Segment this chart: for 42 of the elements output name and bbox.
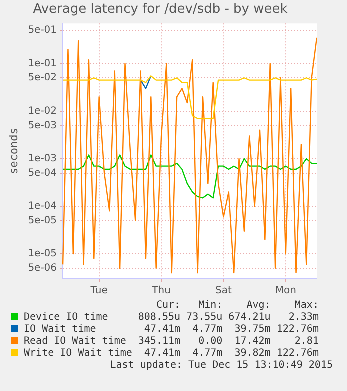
legend-label: Read IO Wait time: [23, 336, 128, 348]
text: 47.41m: [143, 348, 182, 360]
y-tick-label: 5e-04: [28, 168, 58, 179]
y-tick-label: 1e-01: [28, 58, 58, 70]
text: 808.55u: [137, 312, 182, 324]
text: 345.11m: [137, 336, 182, 348]
x-tick-label: Thu: [151, 286, 171, 297]
text: 122.76m: [276, 324, 320, 336]
y-tick-label: 5e-01: [28, 25, 58, 36]
y-tick-label: 1e-05: [28, 248, 58, 260]
y-tick-label: 5e-03: [28, 120, 58, 132]
text: 4.77m: [192, 324, 224, 336]
x-tick-label: Mon: [275, 286, 296, 297]
y-axis-title: seconds: [7, 128, 20, 174]
y-tick-label: 5e-02: [28, 72, 58, 84]
chart-title: Average latency for /dev/sdb - by week: [33, 2, 288, 18]
y-tick-label: 5e-05: [28, 215, 58, 226]
text: 2.33m: [288, 312, 320, 324]
text: Min:: [198, 300, 224, 312]
legend-label: Write IO Wait time: [23, 348, 134, 360]
text: 122.76m: [276, 348, 320, 360]
y-tick-label: 5e-06: [28, 263, 58, 274]
text: 0.00: [198, 336, 224, 348]
y-tick-label: 1e-03: [28, 154, 58, 165]
y-tick-label: 1e-02: [28, 106, 58, 117]
legend-label: IO Wait time: [23, 324, 98, 336]
x-tick-label: Sat: [216, 286, 232, 297]
text: Max:: [294, 300, 320, 312]
text: 47.41m: [143, 324, 182, 336]
text: Avg:: [246, 300, 272, 312]
text: 39.75m: [234, 324, 272, 336]
text: 17.42m: [234, 336, 272, 348]
text: 73.55u: [186, 312, 224, 324]
text: Last update: Tue Dec 15 13:10:49 2015: [109, 360, 333, 372]
x-tick-label: Tue: [90, 286, 108, 297]
text: 39.82m: [234, 348, 272, 360]
text: Cur:: [155, 300, 182, 312]
text: 4.77m: [192, 348, 224, 360]
text: 674.21u: [228, 312, 272, 324]
text: 2.81: [294, 336, 320, 348]
legend-label: Device IO time: [23, 312, 110, 324]
y-tick-label: 1e-04: [28, 201, 58, 212]
